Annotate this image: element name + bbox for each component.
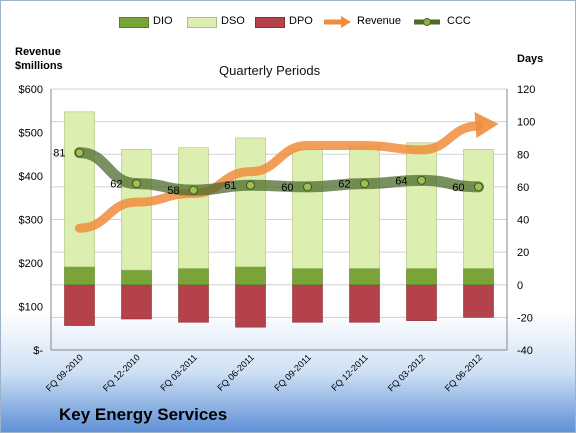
dio-bar — [406, 268, 437, 286]
dio-bar — [463, 268, 494, 286]
legend-revenue-arrow-icon — [324, 16, 351, 28]
right-tick-label: 20 — [517, 247, 529, 259]
ccc-point — [360, 179, 369, 189]
ccc-point — [246, 180, 255, 190]
left-axis-title-line2: $millions — [15, 60, 63, 72]
legend-dpo-swatch — [255, 17, 285, 28]
left-tick-label: $300 — [19, 215, 43, 227]
ccc-point — [417, 175, 426, 185]
left-axis-title-line1: Revenue — [15, 46, 61, 58]
dpo-bar — [349, 284, 380, 323]
left-tick-label: $600 — [19, 84, 43, 96]
x-tick-label: FQ 09-2011 — [272, 352, 313, 393]
dso-bar — [349, 145, 380, 269]
dio-bar — [349, 268, 380, 286]
x-tick-label: FQ 06-2011 — [215, 352, 256, 393]
ccc-point — [189, 185, 198, 195]
dpo-bar — [121, 284, 152, 320]
ccc-point — [75, 148, 84, 158]
dio-bar — [235, 266, 266, 286]
dso-bar — [64, 111, 95, 268]
x-tick-label: FQ 09-2010 — [44, 352, 85, 393]
dio-bar — [121, 269, 152, 286]
left-tick-label: $500 — [19, 128, 43, 140]
revenue-arrowhead — [474, 111, 499, 138]
dpo-bar — [64, 284, 95, 326]
legend-dio-label: DIO — [153, 15, 173, 27]
dso-bar — [121, 149, 152, 271]
right-tick-label: 100 — [517, 117, 535, 129]
dpo-bar — [235, 284, 266, 328]
ccc-data-label: 60 — [452, 182, 464, 194]
x-tick-label: FQ 06-2012 — [443, 352, 484, 393]
ccc-data-label: 61 — [224, 180, 236, 192]
right-tick-label: 40 — [517, 215, 529, 227]
ccc-point — [132, 179, 141, 189]
ccc-data-label: 81 — [53, 148, 65, 160]
chart-title: Quarterly Periods — [219, 63, 321, 78]
legend-dio-swatch — [119, 17, 149, 28]
x-tick-label: FQ 12-2011 — [329, 352, 370, 393]
right-tick-label: 0 — [517, 280, 523, 292]
dso-bar — [463, 149, 494, 269]
dio-bar — [64, 266, 95, 286]
dpo-bar — [406, 284, 437, 321]
ccc-data-label: 60 — [281, 182, 293, 194]
left-axis-title: Revenue $millions — [15, 45, 63, 73]
dso-bar — [406, 142, 437, 269]
x-tick-label: FQ 03-2011 — [158, 352, 199, 393]
legend-ccc-label: CCC — [447, 15, 471, 27]
dso-bar — [235, 137, 266, 268]
dpo-bar — [463, 284, 494, 318]
left-tick-label: $200 — [19, 258, 43, 270]
x-tick-label: FQ 03-2012 — [386, 352, 427, 393]
dpo-bar — [178, 284, 209, 323]
legend-ccc-line-icon — [414, 18, 440, 26]
right-tick-label: 80 — [517, 149, 529, 161]
ccc-data-label: 62 — [338, 179, 350, 191]
dpo-bar — [292, 284, 323, 323]
chart-legend: DIO DSO DPO Revenue CCC — [1, 15, 575, 35]
right-tick-label: -20 — [517, 312, 533, 324]
legend-dpo-label: DPO — [289, 15, 313, 27]
dso-bar — [178, 147, 209, 269]
left-tick-label: $100 — [19, 302, 43, 314]
ccc-data-label: 58 — [167, 185, 179, 197]
dso-bar — [292, 149, 323, 269]
legend-revenue-label: Revenue — [357, 15, 402, 27]
legend-dso-swatch — [187, 17, 217, 28]
ccc-data-label: 62 — [110, 179, 122, 191]
dio-bar — [178, 268, 209, 286]
ccc-data-label: 64 — [395, 175, 407, 187]
left-tick-label: $400 — [19, 171, 43, 183]
legend-dso-label: DSO — [221, 15, 245, 27]
dio-bar — [292, 268, 323, 286]
ccc-point — [474, 182, 483, 192]
right-tick-label: 120 — [517, 84, 535, 96]
right-tick-label: 60 — [517, 182, 529, 194]
left-tick-label: $- — [33, 345, 43, 357]
x-tick-label: FQ 12-2010 — [101, 352, 142, 393]
company-name: Key Energy Services — [59, 405, 228, 424]
ccc-point — [303, 182, 312, 192]
right-tick-label: -40 — [517, 345, 533, 357]
right-axis-title: Days — [517, 53, 544, 65]
revenue-line — [75, 121, 483, 233]
